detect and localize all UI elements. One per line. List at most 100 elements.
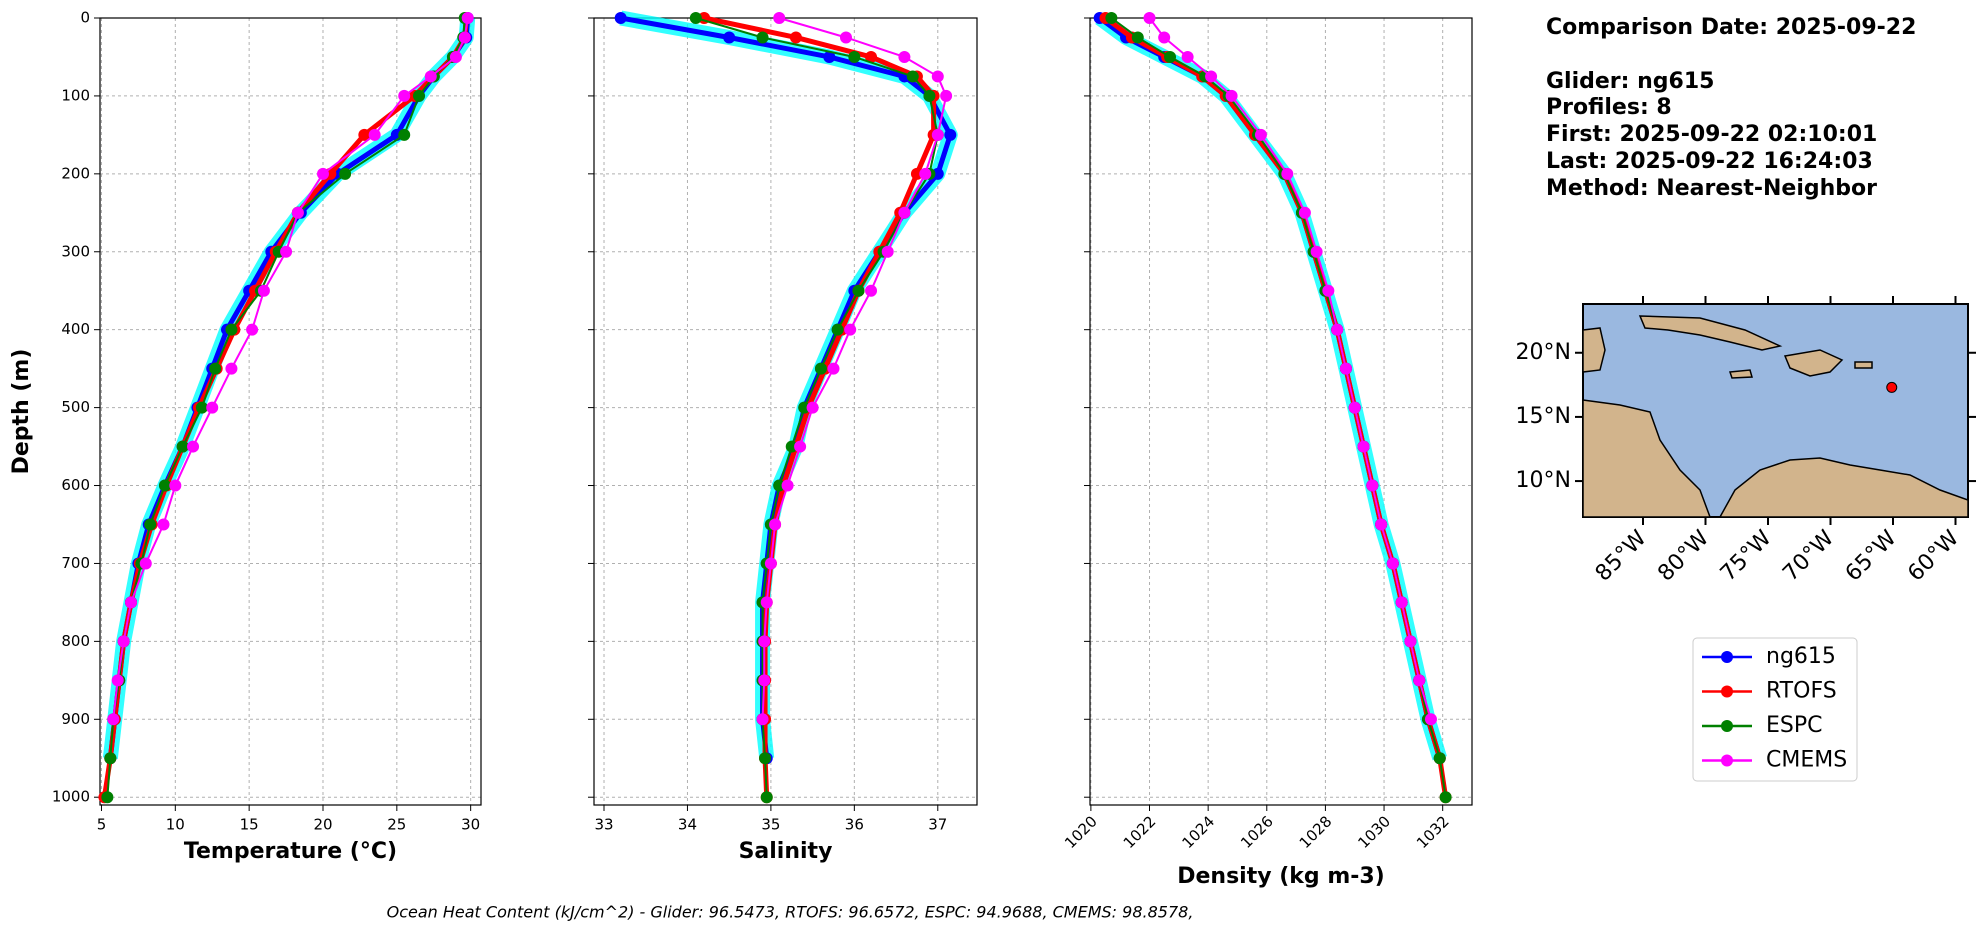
profile-marker (785, 440, 798, 453)
profile-marker (1298, 206, 1311, 219)
profile-marker (1254, 128, 1267, 141)
profile-marker (316, 167, 329, 180)
legend-label: CMEMS (1766, 748, 1847, 773)
x-tick-label: 1020 (1061, 812, 1101, 852)
profile-marker (758, 635, 771, 648)
profile-line (1098, 15, 1443, 759)
info-text: Comparison Date: 2025-09-22 (1546, 15, 1916, 40)
profile-marker (209, 362, 222, 375)
yucatan (1582, 327, 1606, 373)
profile-marker (104, 752, 117, 765)
profile-marker (794, 440, 807, 453)
profile-marker (798, 401, 811, 414)
profile-marker (144, 518, 157, 531)
x-tick-label: 1024 (1178, 812, 1218, 852)
x-tick-label: 1028 (1296, 812, 1336, 852)
profile-marker (1404, 635, 1417, 648)
profile-marker (756, 31, 769, 44)
profile-marker (461, 12, 474, 24)
map-x-tick-label: 70°W (1778, 526, 1839, 587)
profile-marker (848, 50, 861, 63)
profile-marker (944, 128, 957, 141)
profile-marker (1395, 596, 1408, 609)
y-tick-label: 700 (61, 554, 90, 572)
x-tick-label: 1026 (1237, 812, 1277, 852)
y-tick-label: 400 (61, 320, 90, 338)
profile-marker (923, 89, 936, 102)
profile-marker (1225, 89, 1238, 102)
hispaniola (1783, 349, 1844, 377)
profile-marker (225, 362, 238, 375)
map-land (1582, 303, 1969, 518)
profile-marker (614, 12, 627, 24)
profile-marker (756, 713, 769, 726)
profile-marker (424, 70, 437, 83)
profile-marker (1433, 752, 1446, 765)
x-tick-label: 34 (678, 816, 697, 834)
x-tick-label: 25 (387, 816, 406, 834)
x-tick-label: 35 (761, 816, 780, 834)
profile-marker (1366, 479, 1379, 492)
profile-marker (169, 479, 182, 492)
south-america (1718, 457, 1969, 518)
profile-marker (139, 557, 152, 570)
profile-marker (789, 31, 802, 44)
profile-band (102, 17, 476, 760)
y-tick-label: 100 (61, 86, 90, 104)
x-tick-label: 36 (845, 816, 864, 834)
profile-marker (769, 518, 782, 531)
profile-marker (759, 752, 772, 765)
profile-marker (898, 206, 911, 219)
profile-marker (919, 167, 932, 180)
profile-marker (206, 401, 219, 414)
profile-marker (773, 12, 786, 24)
profile-marker (107, 713, 120, 726)
profile-marker (1131, 31, 1144, 44)
x-tick-label: 20 (313, 816, 332, 834)
profile-marker (865, 284, 878, 297)
profile-marker (881, 245, 894, 258)
legend-marker (1721, 651, 1733, 663)
info-text: Method: Nearest-Neighbor (1546, 176, 1877, 201)
y-axis-label: Depth (m) (9, 349, 34, 475)
profile-marker (760, 791, 773, 804)
x-axis-label: Salinity (739, 839, 833, 864)
profile-marker (764, 557, 777, 570)
profile-marker (1424, 713, 1437, 726)
glider-position (1886, 381, 1898, 393)
info-text: Profiles: 8 (1546, 95, 1672, 120)
profile-line (107, 17, 471, 759)
profile-marker (758, 674, 771, 687)
profile-marker (823, 50, 836, 63)
profile-marker (940, 89, 953, 102)
profile-marker (910, 167, 923, 180)
profile-marker (814, 362, 827, 375)
map-x-tick-label: 60°W (1903, 526, 1964, 587)
profile-marker (760, 596, 773, 609)
info-text: Last: 2025-09-22 16:24:03 (1546, 149, 1873, 174)
footnote: Ocean Heat Content (kJ/cm^2) - Glider: 9… (387, 903, 1194, 922)
legend-box (1692, 637, 1858, 782)
cuba (1638, 315, 1783, 351)
puerto-rico (1854, 361, 1873, 369)
plot-frame (1089, 17, 1473, 806)
x-tick-label: 5 (97, 816, 107, 834)
map-y-tick-label: 15°N (1516, 404, 1571, 429)
map-x-tick-label: 65°W (1841, 526, 1902, 587)
profile-marker (852, 284, 865, 297)
profile-marker (291, 206, 304, 219)
info-text: First: 2025-09-22 02:10:01 (1546, 122, 1877, 147)
legend-marker (1721, 685, 1733, 698)
profile-marker (1348, 401, 1361, 414)
profile-marker (117, 635, 130, 648)
map-y-tick-label: 10°N (1516, 468, 1571, 493)
x-tick-label: 1022 (1120, 812, 1160, 852)
profile-marker (246, 323, 259, 336)
profile-marker (158, 479, 171, 492)
profile-marker (1357, 440, 1370, 453)
profile-line (1148, 17, 1432, 720)
profile-marker (1281, 167, 1294, 180)
legend-marker (1721, 754, 1733, 767)
profile-marker (157, 518, 170, 531)
legend-label: RTOFS (1766, 679, 1837, 704)
